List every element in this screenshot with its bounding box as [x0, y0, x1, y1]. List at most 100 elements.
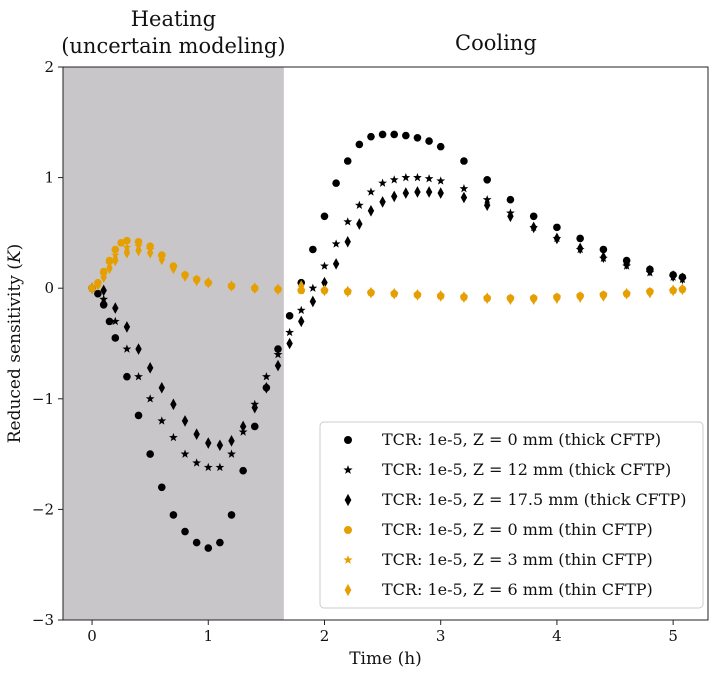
data-point — [321, 284, 328, 297]
x-tick-label: 0 — [87, 627, 97, 645]
series-5 — [88, 244, 686, 306]
data-point — [111, 334, 120, 342]
legend: TCR: 1e-5, Z = 0 mm (thick CFTP) TCR: 1e-… — [319, 421, 704, 609]
data-point — [507, 293, 514, 306]
data-point — [192, 458, 202, 467]
legend-label: TCR: 1e-5, Z = 6 mm (thin CFTP) — [382, 580, 653, 599]
data-point — [215, 462, 225, 472]
data-point — [356, 218, 363, 230]
data-point — [123, 321, 131, 333]
data-point — [367, 204, 375, 217]
data-point — [192, 538, 201, 547]
legend-label: TCR: 1e-5, Z = 3 mm (thin CFTP) — [382, 550, 653, 569]
data-point — [425, 137, 433, 145]
x-tick-label: 3 — [436, 627, 446, 645]
data-point — [437, 187, 444, 199]
data-point — [110, 250, 120, 259]
data-point — [576, 234, 584, 243]
data-point — [94, 279, 102, 291]
data-point — [402, 131, 410, 140]
data-point — [157, 416, 167, 425]
data-point — [459, 184, 469, 193]
data-point — [170, 398, 177, 411]
heating-region-sublabel: (uncertain modeling) — [61, 34, 285, 58]
data-point — [530, 293, 537, 306]
data-point — [100, 284, 107, 297]
data-point — [250, 422, 259, 431]
data-point — [379, 196, 386, 208]
data-point — [274, 283, 282, 296]
data-point — [146, 247, 154, 259]
data-point — [331, 239, 341, 248]
data-point — [99, 294, 109, 303]
data-point — [354, 200, 364, 209]
data-point — [204, 544, 213, 552]
data-point — [424, 174, 434, 183]
data-point — [553, 292, 561, 304]
y-tick-label: 2 — [44, 58, 54, 76]
x-tick-label: 1 — [203, 627, 213, 645]
data-point — [425, 186, 433, 198]
data-point — [669, 284, 677, 297]
data-point — [390, 130, 399, 139]
data-point — [460, 291, 468, 303]
data-point — [181, 527, 189, 536]
data-point — [112, 302, 119, 314]
data-point — [321, 276, 328, 289]
data-point — [145, 394, 155, 403]
data-point — [273, 349, 283, 359]
data-point — [123, 247, 131, 259]
data-point — [158, 253, 165, 266]
data-point — [274, 345, 282, 353]
data-point — [262, 372, 271, 381]
data-point — [436, 176, 446, 185]
data-point — [263, 381, 270, 394]
data-point — [193, 428, 200, 440]
data-point — [239, 420, 247, 433]
data-point — [298, 280, 305, 292]
data-point — [135, 343, 142, 355]
legend-label: TCR: 1e-5, Z = 0 mm (thick CFTP) — [382, 430, 661, 449]
data-point — [378, 130, 387, 139]
data-point — [100, 271, 107, 283]
data-point — [99, 300, 108, 309]
data-point — [94, 289, 102, 298]
data-point — [193, 274, 200, 287]
legend-label: TCR: 1e-5, Z = 17.5 mm (thick CFTP) — [382, 490, 687, 509]
shaded-region-heating — [63, 67, 284, 620]
data-point — [414, 289, 421, 301]
data-point — [482, 195, 492, 204]
data-point — [646, 264, 654, 277]
data-point — [413, 133, 422, 142]
data-point — [414, 186, 421, 198]
data-point — [169, 432, 178, 442]
legend-marker — [343, 555, 353, 564]
data-point — [203, 462, 213, 472]
data-point — [344, 285, 351, 298]
x-axis-label: Time (h) — [349, 649, 422, 669]
data-point — [251, 282, 258, 294]
data-point — [181, 415, 189, 427]
data-point — [205, 276, 212, 289]
data-point — [180, 449, 190, 458]
data-point — [436, 142, 445, 151]
data-point — [343, 157, 352, 165]
data-point — [343, 217, 353, 226]
series-0 — [88, 130, 687, 552]
data-point — [679, 272, 686, 285]
cooling-region-label: Cooling — [455, 31, 537, 55]
data-point — [669, 270, 677, 282]
data-point — [274, 359, 282, 372]
data-point — [483, 199, 491, 212]
data-point — [228, 435, 235, 447]
y-tick-label: 0 — [44, 279, 54, 297]
heating-region-label: Heating — [131, 7, 216, 31]
legend-marker — [344, 493, 352, 507]
data-point — [600, 290, 607, 302]
data-point — [483, 292, 491, 304]
data-point — [239, 466, 247, 475]
series-1 — [87, 173, 687, 472]
data-point — [344, 235, 351, 248]
legend-marker — [344, 526, 352, 534]
